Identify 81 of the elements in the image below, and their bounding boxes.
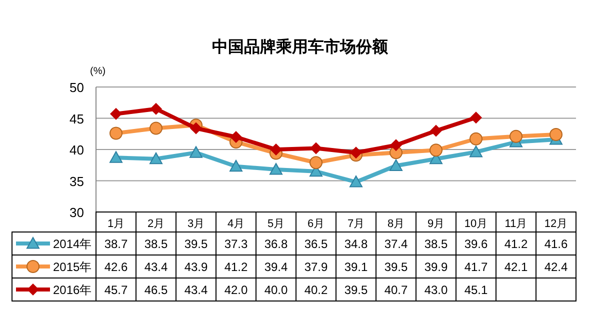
data-label: 39.5 bbox=[184, 237, 208, 251]
point bbox=[110, 126, 122, 140]
data-label: 39.5 bbox=[344, 283, 368, 297]
point bbox=[310, 142, 322, 154]
y-tick-label: 35 bbox=[70, 174, 84, 189]
point bbox=[230, 131, 242, 143]
y-tick-label: 45 bbox=[70, 111, 84, 126]
data-label: 40.0 bbox=[264, 283, 288, 297]
legend-label: 2014年 bbox=[53, 237, 92, 251]
point bbox=[390, 159, 402, 172]
x-tick-label: 2月 bbox=[147, 218, 165, 230]
data-label: 37.9 bbox=[304, 260, 328, 274]
point bbox=[270, 144, 282, 156]
data-label: 43.0 bbox=[424, 283, 448, 297]
data-label: 46.5 bbox=[144, 283, 168, 297]
data-label: 39.6 bbox=[464, 237, 488, 251]
x-tick-label: 12月 bbox=[544, 218, 568, 230]
data-label: 42.0 bbox=[224, 283, 248, 297]
data-label: 40.7 bbox=[384, 283, 408, 297]
y-tick-label: 40 bbox=[70, 142, 84, 158]
x-tick-label: 7月 bbox=[347, 218, 365, 230]
data-label: 41.2 bbox=[504, 237, 528, 251]
point bbox=[190, 122, 202, 134]
data-label: 36.5 bbox=[304, 237, 328, 251]
data-label: 43.4 bbox=[184, 283, 208, 297]
data-label: 42.6 bbox=[104, 260, 128, 274]
data-label: 42.1 bbox=[504, 260, 528, 274]
y-tick-label: 50 bbox=[70, 80, 84, 95]
point bbox=[550, 128, 562, 141]
data-label: 39.4 bbox=[264, 260, 288, 274]
y-axis-title: (%) bbox=[90, 66, 106, 77]
data-label: 42.4 bbox=[544, 260, 568, 274]
point bbox=[150, 102, 162, 115]
point bbox=[110, 151, 122, 163]
x-tick-label: 4月 bbox=[227, 218, 245, 230]
x-tick-label: 5月 bbox=[267, 218, 285, 230]
legend-label: 2015年 bbox=[53, 260, 92, 274]
data-label: 40.2 bbox=[304, 283, 328, 297]
point bbox=[510, 130, 522, 143]
data-label: 38.5 bbox=[424, 237, 448, 251]
data-label: 45.7 bbox=[104, 283, 128, 297]
data-label: 37.3 bbox=[224, 237, 248, 251]
point bbox=[270, 163, 282, 175]
data-label: 41.2 bbox=[224, 260, 248, 274]
point bbox=[350, 176, 362, 188]
point bbox=[470, 112, 482, 124]
data-label: 38.5 bbox=[144, 237, 168, 251]
data-label: 39.5 bbox=[384, 260, 408, 274]
point bbox=[470, 132, 482, 146]
point bbox=[310, 156, 322, 170]
x-tick-label: 1月 bbox=[107, 218, 125, 230]
data-label: 34.8 bbox=[344, 237, 368, 251]
data-label: 36.8 bbox=[264, 237, 288, 251]
data-label: 37.4 bbox=[384, 237, 408, 251]
data-label: 39.9 bbox=[424, 260, 448, 274]
x-tick-label: 10月 bbox=[464, 218, 488, 230]
point bbox=[430, 144, 442, 157]
point bbox=[430, 124, 442, 137]
data-label: 39.1 bbox=[344, 260, 368, 274]
y-tick-label: 30 bbox=[70, 205, 84, 220]
x-tick-label: 8月 bbox=[387, 218, 405, 230]
data-label: 38.7 bbox=[104, 237, 128, 251]
data-label: 45.1 bbox=[464, 283, 488, 297]
point bbox=[470, 146, 482, 158]
legend-label: 2016年 bbox=[53, 283, 92, 297]
data-label: 41.6 bbox=[544, 237, 568, 251]
data-label: 41.7 bbox=[464, 260, 488, 274]
x-tick-label: 11月 bbox=[504, 218, 528, 230]
point bbox=[190, 146, 202, 158]
x-tick-label: 9月 bbox=[427, 218, 445, 230]
point bbox=[150, 152, 162, 164]
point bbox=[390, 139, 402, 152]
data-label: 43.4 bbox=[144, 260, 168, 274]
point bbox=[230, 160, 242, 172]
x-tick-label: 3月 bbox=[187, 218, 205, 230]
data-label: 43.9 bbox=[184, 260, 208, 274]
point bbox=[150, 122, 162, 135]
point bbox=[350, 146, 362, 159]
point bbox=[110, 108, 122, 120]
x-tick-label: 6月 bbox=[307, 218, 325, 230]
chart-title: 中国品牌乘用车市场份额 bbox=[212, 38, 389, 56]
